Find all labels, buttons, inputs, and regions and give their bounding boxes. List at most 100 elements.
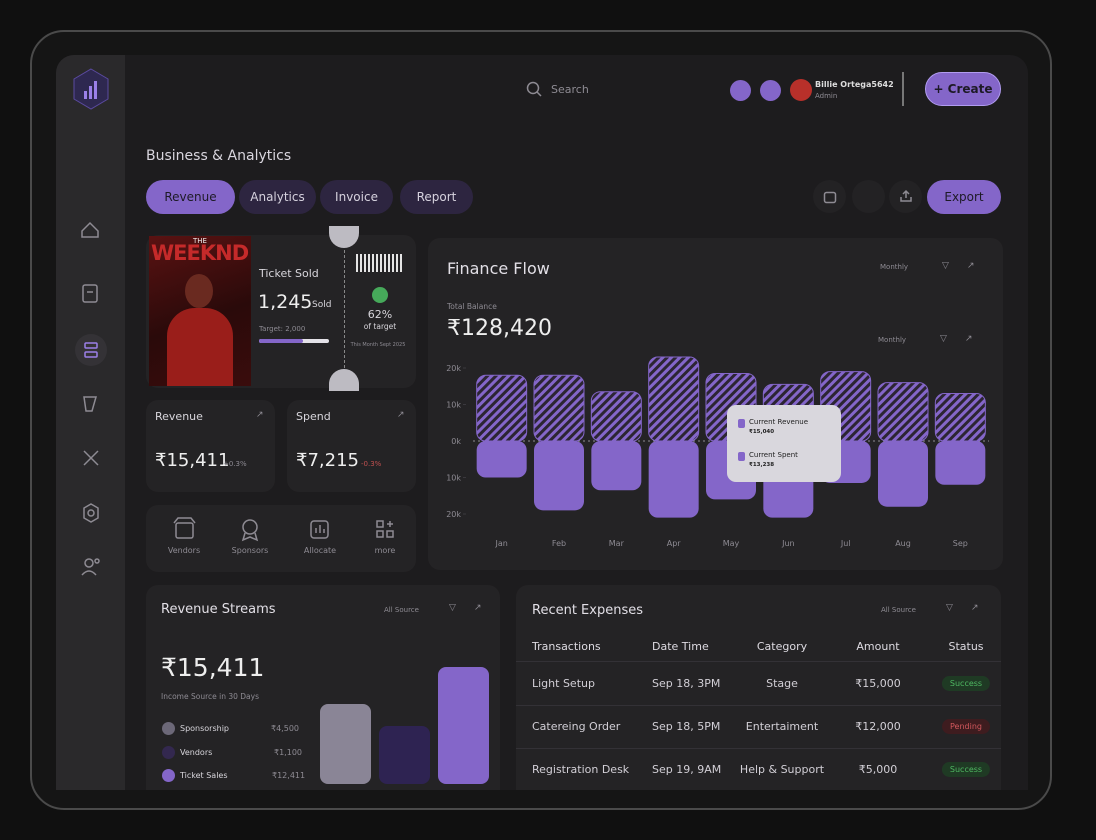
ticket-percent-label: of target [363,322,397,331]
ticket-label: Ticket Sold [259,267,319,280]
column-header: Category [756,640,808,653]
source-select[interactable]: All Source [881,606,916,614]
stream-amount: ₹1,100 [274,748,302,757]
filter-icon[interactable]: ▽ [942,261,949,271]
column-header: Date Time [652,640,709,653]
open-icon[interactable]: ↗ [474,603,482,613]
tooltip-label: Current Revenue [749,418,809,426]
filter-icon[interactable]: ▽ [449,603,456,613]
status-badge: Success [941,762,991,777]
create-button[interactable]: + Create [925,72,1001,106]
streams-subtitle: Income Source in 30 Days [161,692,259,701]
status-badge: Pending [942,719,990,734]
tooltip-swatch [738,419,745,428]
ticket-note: This Month Sept 2025 [350,342,406,348]
quick-action[interactable]: Vendors [167,546,201,555]
tab[interactable]: Invoice [320,180,393,214]
barcode [356,254,404,272]
balance-label: Total Balance [447,302,497,311]
legend-icon [162,769,175,782]
open-icon[interactable]: ↗ [256,410,264,420]
poster-head [185,274,213,308]
quick-action[interactable]: more [374,546,396,555]
filter-button[interactable] [852,180,885,213]
revenue-change: +0.3% [223,460,247,468]
poster-title: WEEKND [151,241,249,265]
export-button[interactable]: Export [927,180,1001,214]
stream-amount: ₹4,500 [271,724,299,733]
period-select[interactable]: Monthly [880,263,909,271]
spend-card [287,400,416,492]
tooltip-value: ₹15,040 [749,429,775,435]
cell: ₹12,000 [855,720,901,733]
row-divider [516,661,1001,662]
stream-label: Vendors [180,748,213,757]
ticket-notch [329,369,359,391]
search-input[interactable]: Search [551,83,589,96]
tab[interactable]: Analytics [239,180,316,214]
balance-value: ₹128,420 [447,316,552,341]
ticket-unit: Sold [312,300,332,310]
tooltip [727,405,841,482]
ticket-percent: 62% [367,308,393,321]
poster: THE WEEKND [149,236,251,386]
poster-small-text: THE [193,237,207,245]
revenue-card [146,400,275,492]
cell: ₹5,000 [858,763,898,776]
cell: Sep 19, 9AM [652,763,722,776]
ticket-notch [329,226,359,248]
row-divider [516,705,1001,706]
share-icon [900,189,912,202]
avatar[interactable] [790,79,812,101]
open-icon[interactable]: ↗ [965,334,973,344]
chart-title: Finance Flow [447,259,550,278]
ticket-perforation [344,250,345,368]
transaction-name[interactable]: Catereing Order [532,720,621,733]
sidebar-icons [73,68,109,576]
stream-bar [320,704,371,784]
filter-icon[interactable]: ▽ [940,334,947,344]
cell: ₹15,000 [855,677,901,690]
quick-action-icons [173,517,394,542]
tab[interactable]: Report [400,180,473,214]
expenses-title: Recent Expenses [532,603,644,618]
notification-button[interactable] [760,80,781,101]
quick-action[interactable]: Allocate [303,546,337,555]
stream-bar [438,667,489,784]
calendar-icon [823,191,837,204]
calendar-button[interactable] [813,180,846,213]
transaction-name[interactable]: Registration Desk [532,763,630,776]
filter-icon[interactable]: ▽ [946,603,953,613]
finance-flow-card [428,238,1003,570]
spend-change: -0.3% [361,460,382,468]
cell: Sep 18, 5PM [652,720,721,733]
column-header: Amount [856,640,900,653]
row-divider [516,748,1001,749]
column-header: Transactions [532,640,601,653]
stream-label: Sponsorship [180,724,230,733]
legend-icon [162,722,175,735]
ticket-value: 1,245 [258,291,313,313]
user-name: Billie Ortega5642 [815,80,894,89]
cell: Sep 18, 3PM [652,677,721,690]
legend-icon [162,746,175,759]
cell: Entertaiment [745,720,819,733]
nav-icons[interactable] [75,221,107,576]
streams-total: ₹15,411 [161,653,265,682]
message-button[interactable] [730,80,751,101]
tab[interactable]: Revenue [146,180,235,214]
period-select[interactable]: Monthly [878,336,907,344]
quick-action[interactable]: Sponsors [231,546,269,555]
search-icon[interactable] [526,81,544,99]
source-select[interactable]: All Source [384,606,419,614]
status-badge: Success [941,676,991,691]
poster-body [167,308,233,386]
progress-fill [259,339,303,343]
open-icon[interactable]: ↗ [967,261,975,271]
cell: Stage [766,677,798,690]
open-icon[interactable]: ↗ [397,410,405,420]
tooltip-label: Current Spent [749,451,798,459]
page-title: Business & Analytics [146,148,292,164]
open-icon[interactable]: ↗ [971,603,979,613]
transaction-name[interactable]: Light Setup [532,677,595,690]
